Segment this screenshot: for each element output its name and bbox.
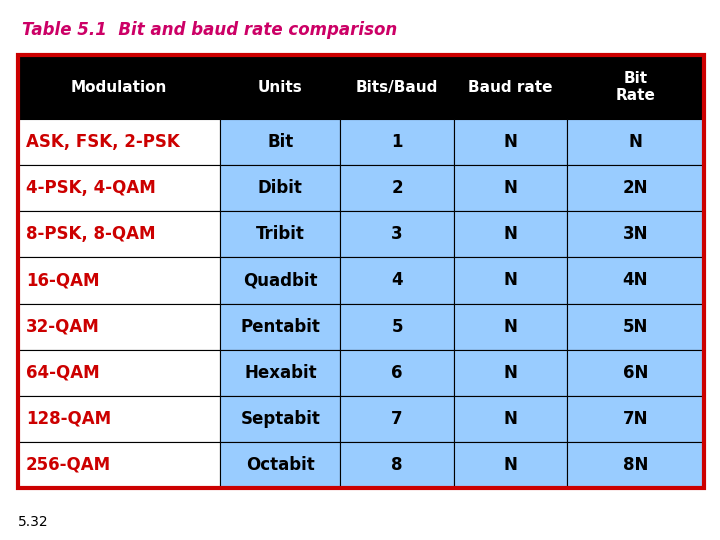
Text: 1: 1 — [391, 133, 402, 151]
Text: Pentabit: Pentabit — [240, 318, 320, 335]
Text: 2: 2 — [391, 179, 402, 197]
Text: 4: 4 — [391, 272, 402, 289]
Bar — [454, 396, 567, 442]
Bar — [567, 303, 704, 350]
Text: 64-QAM: 64-QAM — [26, 364, 99, 382]
Text: N: N — [503, 272, 517, 289]
Bar — [220, 258, 341, 303]
Bar — [18, 55, 220, 119]
Bar — [454, 303, 567, 350]
Text: Bits/Baud: Bits/Baud — [356, 79, 438, 94]
Bar — [341, 303, 454, 350]
Text: Modulation: Modulation — [71, 79, 167, 94]
Text: 5N: 5N — [623, 318, 648, 335]
Text: N: N — [503, 364, 517, 382]
Text: Octabit: Octabit — [246, 456, 315, 474]
Text: Units: Units — [258, 79, 303, 94]
Text: Tribit: Tribit — [256, 225, 305, 244]
Text: 7N: 7N — [623, 410, 648, 428]
Text: Septabit: Septabit — [240, 410, 320, 428]
Text: 5: 5 — [391, 318, 402, 335]
Bar — [220, 396, 341, 442]
Text: Table 5.1  Bit and baud rate comparison: Table 5.1 Bit and baud rate comparison — [22, 21, 397, 39]
Bar — [454, 211, 567, 258]
Bar — [567, 396, 704, 442]
Bar — [454, 119, 567, 165]
Bar — [18, 396, 220, 442]
Text: Dibit: Dibit — [258, 179, 303, 197]
Text: Hexabit: Hexabit — [244, 364, 317, 382]
Text: N: N — [503, 133, 517, 151]
Bar — [18, 350, 220, 396]
Text: 7: 7 — [391, 410, 402, 428]
Bar — [220, 442, 341, 488]
Bar — [18, 258, 220, 303]
Bar — [341, 119, 454, 165]
Text: N: N — [503, 179, 517, 197]
Text: 4N: 4N — [623, 272, 648, 289]
Bar — [220, 55, 341, 119]
Bar — [454, 165, 567, 211]
Bar — [567, 165, 704, 211]
Text: Baud rate: Baud rate — [468, 79, 552, 94]
Text: 8-PSK, 8-QAM: 8-PSK, 8-QAM — [26, 225, 156, 244]
Text: 2N: 2N — [623, 179, 648, 197]
Text: 32-QAM: 32-QAM — [26, 318, 100, 335]
Bar — [18, 55, 704, 488]
Bar — [220, 165, 341, 211]
Text: ASK, FSK, 2-PSK: ASK, FSK, 2-PSK — [26, 133, 180, 151]
Bar — [220, 303, 341, 350]
Text: N: N — [503, 225, 517, 244]
Text: 128-QAM: 128-QAM — [26, 410, 111, 428]
Bar — [341, 211, 454, 258]
Bar — [341, 258, 454, 303]
Bar — [341, 350, 454, 396]
Bar — [567, 119, 704, 165]
Bar — [341, 442, 454, 488]
Text: 8N: 8N — [623, 456, 648, 474]
Bar — [18, 119, 220, 165]
Bar — [18, 303, 220, 350]
Text: 5.32: 5.32 — [18, 515, 49, 529]
Text: 16-QAM: 16-QAM — [26, 272, 99, 289]
Bar — [454, 258, 567, 303]
Bar — [18, 165, 220, 211]
Bar — [220, 350, 341, 396]
Text: Bit: Bit — [267, 133, 294, 151]
Bar — [18, 442, 220, 488]
Bar — [454, 442, 567, 488]
Text: 3: 3 — [391, 225, 402, 244]
Text: 4-PSK, 4-QAM: 4-PSK, 4-QAM — [26, 179, 156, 197]
Bar — [341, 55, 454, 119]
Bar — [18, 211, 220, 258]
Bar — [220, 119, 341, 165]
Text: 6N: 6N — [623, 364, 648, 382]
Bar — [341, 165, 454, 211]
Bar — [220, 211, 341, 258]
Text: 8: 8 — [391, 456, 402, 474]
Bar — [454, 350, 567, 396]
Text: 6: 6 — [391, 364, 402, 382]
Text: N: N — [503, 410, 517, 428]
Bar — [341, 396, 454, 442]
Text: N: N — [629, 133, 642, 151]
Bar — [567, 55, 704, 119]
Bar — [567, 350, 704, 396]
Text: N: N — [503, 456, 517, 474]
Bar — [454, 55, 567, 119]
Text: 3N: 3N — [623, 225, 648, 244]
Text: N: N — [503, 318, 517, 335]
Bar — [567, 442, 704, 488]
Text: Bit
Rate: Bit Rate — [616, 71, 655, 103]
Bar — [567, 211, 704, 258]
Text: 256-QAM: 256-QAM — [26, 456, 111, 474]
Text: Quadbit: Quadbit — [243, 272, 318, 289]
Bar — [567, 258, 704, 303]
